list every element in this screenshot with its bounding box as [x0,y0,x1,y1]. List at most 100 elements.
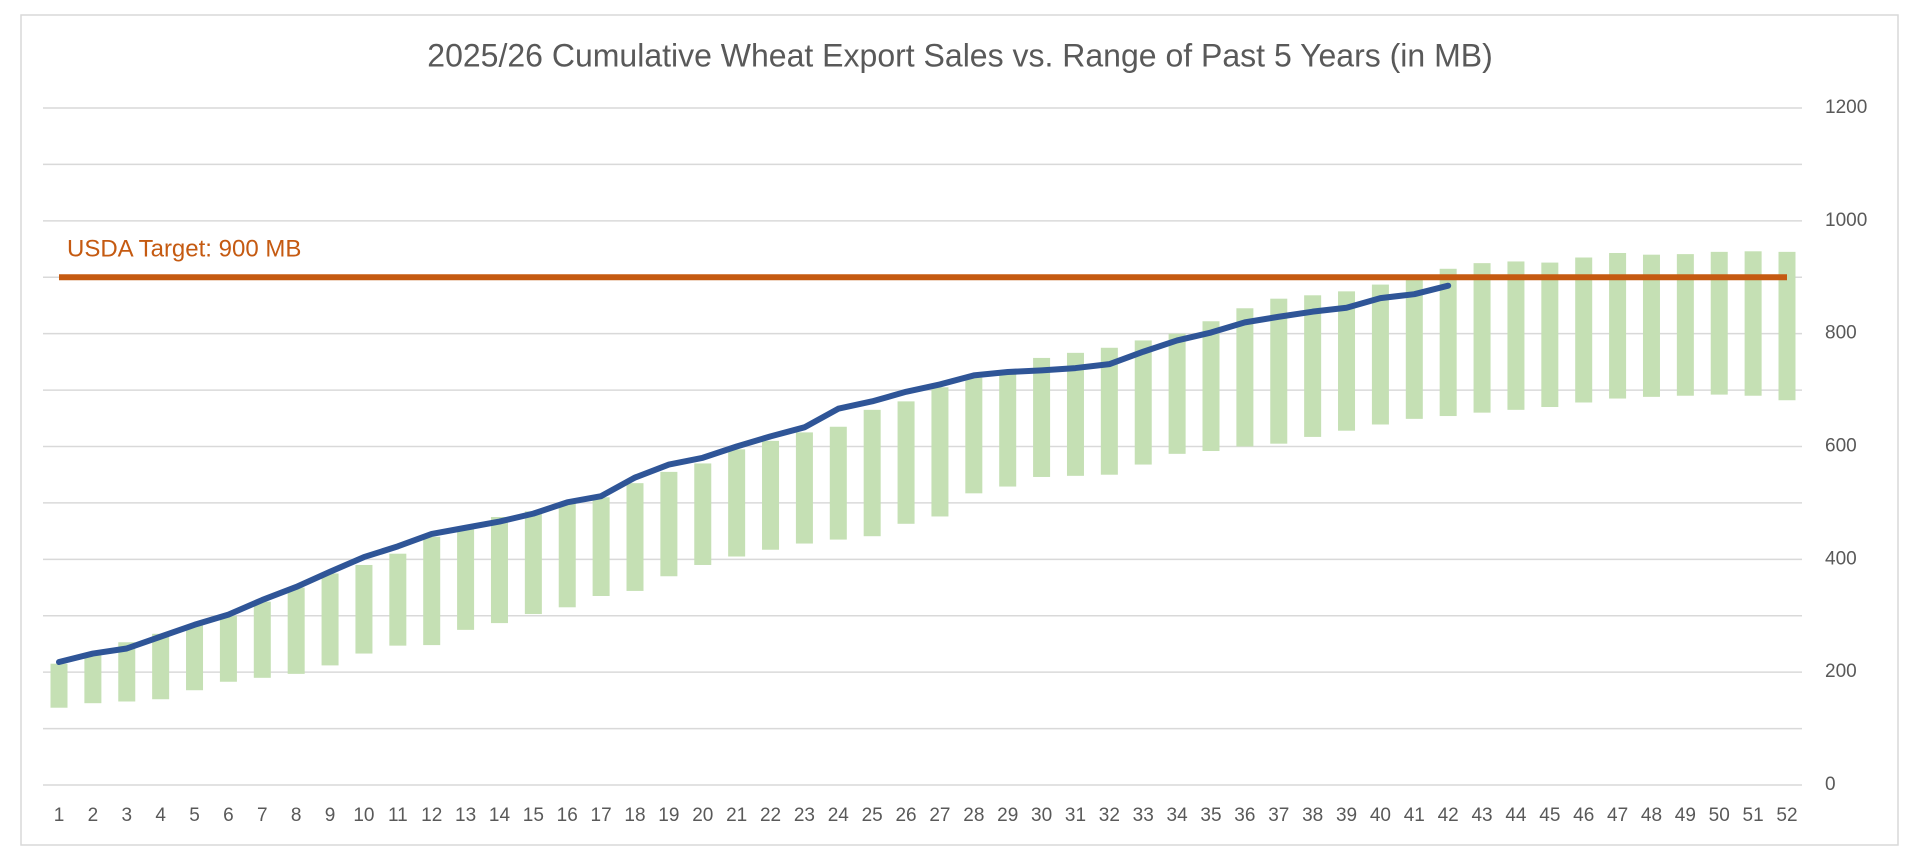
range-bar [1100,347,1118,475]
x-tick-label: 44 [1505,805,1527,826]
x-tick-label: 21 [726,805,747,826]
range-bar [660,471,678,577]
range-bar [50,663,68,708]
range-bar [490,517,508,624]
range-bar [118,642,136,702]
x-tick-label: 3 [121,805,132,826]
range-bar [1507,261,1525,410]
range-bar [795,432,813,544]
x-tick-label: 23 [794,805,815,826]
range-bar [355,564,373,654]
x-tick-label: 1 [54,805,65,826]
range-bar [1710,251,1728,395]
x-tick-label: 12 [421,805,442,826]
x-tick-label: 47 [1607,805,1628,826]
y-tick-label: 1000 [1825,210,1867,231]
range-bar [389,553,407,646]
x-tick-label: 8 [291,805,302,826]
y-tick-label: 200 [1825,661,1857,682]
x-tick-label: 14 [489,805,511,826]
range-bar [626,483,644,591]
range-bar [558,502,576,608]
range-bar [1371,284,1389,425]
x-tick-label: 27 [929,805,950,826]
x-tick-label: 26 [895,805,916,826]
range-bar [694,463,712,565]
x-tick-label: 31 [1065,805,1086,826]
range-bar [1304,295,1322,437]
range-bar [728,449,746,557]
x-tick-label: 43 [1471,805,1492,826]
x-tick-label: 13 [455,805,476,826]
x-tick-label: 9 [325,805,336,826]
range-bar [84,653,102,704]
range-bar [1642,254,1660,397]
x-tick-label: 48 [1641,805,1662,826]
range-bar [829,426,847,540]
x-tick-label: 38 [1302,805,1323,826]
range-bar [1744,251,1762,396]
range-bar [423,536,441,646]
x-tick-label: 11 [388,805,408,826]
x-tick-label: 28 [963,805,984,826]
range-bar [457,528,475,630]
x-tick-label: 46 [1573,805,1594,826]
y-tick-label: 1200 [1825,97,1867,118]
range-bar [1405,278,1423,419]
target-label: USDA Target: 900 MB [67,236,301,263]
range-bar [931,387,949,517]
range-bar [1168,333,1186,454]
range-bar [592,497,610,597]
range-bar [1033,357,1051,477]
range-bar [1609,252,1627,399]
y-tick-label: 800 [1825,323,1857,344]
x-tick-label: 32 [1099,805,1120,826]
range-bar [1676,254,1694,396]
x-tick-label: 19 [658,805,679,826]
x-tick-label: 7 [257,805,268,826]
x-tick-label: 15 [523,805,544,826]
x-tick-label: 5 [189,805,200,826]
range-bar [1575,257,1593,403]
x-tick-label: 36 [1234,805,1255,826]
x-tick-label: 42 [1438,805,1459,826]
range-bar [287,587,305,674]
range-bar [897,401,915,524]
range-bar [152,633,170,700]
range-bar [1473,263,1491,413]
x-tick-label: 20 [692,805,713,826]
range-bar [1134,340,1152,465]
y-tick-label: 400 [1825,548,1857,569]
x-tick-label: 33 [1133,805,1154,826]
range-bar [1439,268,1457,417]
x-tick-label: 40 [1370,805,1391,826]
x-tick-label: 22 [760,805,781,826]
x-tick-label: 35 [1200,805,1221,826]
range-bar [1541,262,1559,408]
sales-line [56,282,1452,666]
x-tick-label: 6 [223,805,234,826]
range-bar [524,511,542,615]
x-tick-label: 4 [155,805,166,826]
range-bar [965,377,983,494]
x-tick-label: 52 [1776,805,1797,826]
range-bar [1202,321,1220,452]
range-bar [1270,298,1288,444]
x-tick-label: 39 [1336,805,1357,826]
range-bar [762,440,780,550]
x-tick-label: 2 [88,805,99,826]
x-tick-label: 10 [353,805,374,826]
x-tick-label: 45 [1539,805,1560,826]
x-tick-label: 29 [997,805,1018,826]
x-tick-label: 49 [1675,805,1696,826]
range-bar [1338,291,1356,431]
x-tick-label: 24 [828,805,850,826]
x-tick-label: 18 [624,805,645,826]
x-tick-label: 30 [1031,805,1052,826]
range-bar [321,573,339,666]
x-tick-label: 37 [1268,805,1289,826]
range-bar [999,370,1017,487]
x-tick-label: 17 [591,805,612,826]
